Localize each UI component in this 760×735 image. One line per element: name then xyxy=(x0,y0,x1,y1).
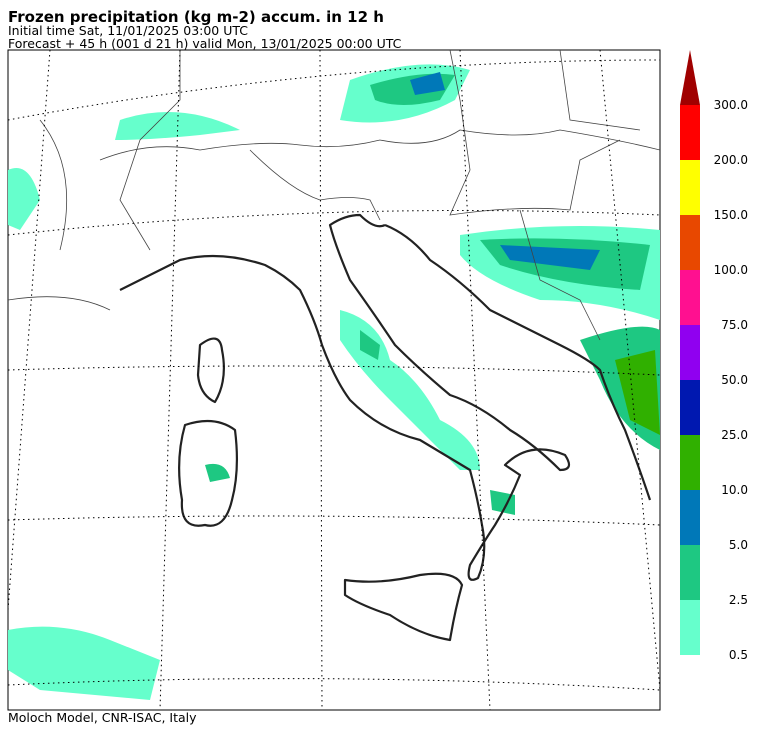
colorbar-label: 0.5 xyxy=(729,648,748,662)
colorbar-band xyxy=(680,600,700,655)
colorbar-label: 50.0 xyxy=(721,373,748,387)
coastlines xyxy=(119,213,652,642)
forecast-time: Forecast + 45 h (001 d 21 h) valid Mon, … xyxy=(8,36,402,51)
colorbar-label: 10.0 xyxy=(721,483,748,497)
graticule xyxy=(8,50,660,710)
colorbar-band xyxy=(680,270,700,325)
colorbar-band xyxy=(680,160,700,215)
colorbar-label: 25.0 xyxy=(721,428,748,442)
colorbar-band xyxy=(680,105,700,160)
colorbar-label: 300.0 xyxy=(714,98,748,112)
colorbar-label: 75.0 xyxy=(721,318,748,332)
colorbar-extend xyxy=(680,50,700,105)
colorbar-label: 100.0 xyxy=(714,263,748,277)
colorbar-band xyxy=(680,325,700,380)
colorbar: 0.5 2.5 5.0 10.0 25.0 50.0 75.0 100.0 150.0 200.0… xyxy=(680,50,748,662)
initial-time: Initial time Sat, 11/01/2025 03:00 UTC xyxy=(8,23,248,38)
map-frame xyxy=(7,49,661,711)
colorbar-band xyxy=(680,215,700,270)
title: Frozen precipitation (kg m-2) accum. in … xyxy=(8,8,384,26)
colorbar-label: 5.0 xyxy=(729,538,748,552)
colorbar-label: 2.5 xyxy=(729,593,748,607)
colorbar-band xyxy=(680,380,700,435)
colorbar-band xyxy=(680,545,700,600)
colorbar-label: 150.0 xyxy=(714,208,748,222)
colorbar-label: 200.0 xyxy=(714,153,748,167)
borders xyxy=(8,50,660,341)
precipitation xyxy=(8,64,660,700)
footer: Moloch Model, CNR-ISAC, Italy xyxy=(8,710,197,725)
colorbar-band xyxy=(680,490,700,545)
colorbar-band xyxy=(680,435,700,490)
map xyxy=(7,49,661,711)
